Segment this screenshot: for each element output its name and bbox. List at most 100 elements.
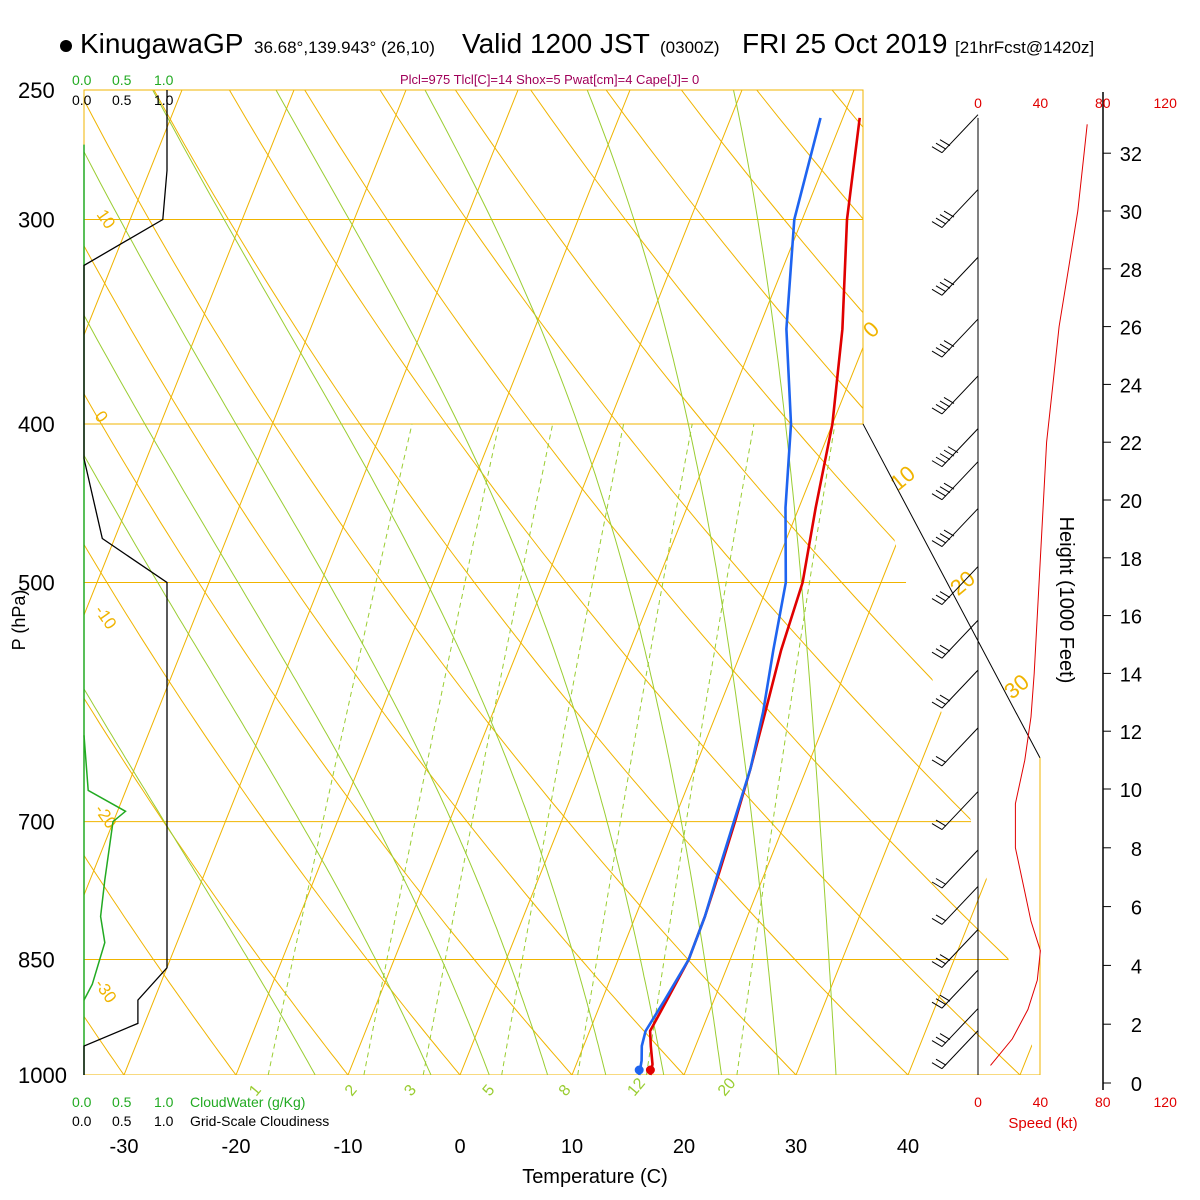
- moist-adiabat-line: [726, 90, 839, 1075]
- isotherm-line: [84, 90, 407, 1075]
- dry-adiabat-line: [84, 90, 490, 1075]
- mixing-ratio-label: 8: [556, 1082, 575, 1100]
- height-tick-label: 16: [1120, 607, 1142, 629]
- pressure-tick-label: 1000: [18, 1063, 67, 1088]
- dry-adiabat-line: [84, 90, 263, 1075]
- mixing-ratio-line: [267, 423, 413, 1075]
- isotherm-line: [1132, 90, 1200, 1075]
- moist-adiabat-line: [574, 90, 783, 1075]
- moist-adiabat-line: [136, 90, 615, 1075]
- speed-tick-top: 80: [1095, 95, 1111, 111]
- speed-tick-top: 40: [1033, 95, 1049, 111]
- wind-barb: [931, 1030, 979, 1070]
- moist-adiabat-line: [84, 90, 559, 1075]
- wind-barb: [931, 114, 979, 154]
- dry-adiabat-line: [1181, 61, 1200, 1110]
- height-tick-label: 20: [1120, 491, 1142, 513]
- cloud-water-label: CloudWater (g/Kg): [190, 1094, 305, 1110]
- moist-adiabat-label: 0: [858, 316, 884, 342]
- height-tick-label: 32: [1120, 144, 1142, 166]
- cloudiness-tick-bottom: 1.0: [154, 1113, 174, 1129]
- mixing-ratio-line: [422, 423, 554, 1075]
- moist-adiabat-label: 10: [885, 461, 920, 496]
- wind-barb: [931, 256, 979, 296]
- height-tick-label: 22: [1120, 433, 1142, 455]
- isotherm-line: [123, 90, 519, 1075]
- wind-barb: [931, 669, 979, 709]
- speed-tick-bottom: 80: [1095, 1094, 1111, 1110]
- pressure-tick-label: 700: [18, 810, 55, 835]
- cloudiness-tick-bottom: 0.5: [112, 1113, 132, 1129]
- wind-barb: [931, 929, 979, 968]
- y-axis-title: P (hPa): [9, 590, 29, 651]
- height-tick-label: 18: [1120, 549, 1142, 571]
- wind-barb: [931, 969, 979, 1009]
- height-tick-label: 4: [1131, 956, 1142, 978]
- wind-barb: [931, 791, 979, 831]
- temperature-tick-label: 10: [561, 1136, 583, 1158]
- cloud-water-tick-bottom: 0.0: [72, 1094, 92, 1110]
- pressure-tick-label: 400: [18, 412, 55, 437]
- station-coords: 36.68°,139.943° (26,10): [254, 38, 435, 57]
- dry-adiabat-line: [286, 90, 1040, 1075]
- wind-barb: [931, 886, 979, 925]
- moist-adiabat-label: 30: [999, 669, 1034, 704]
- dry-adiabat-line: [957, 90, 1040, 1075]
- speed-tick-top: 0: [974, 95, 982, 111]
- x-axis-title: Temperature (C): [522, 1166, 668, 1188]
- speed-tick-bottom: 0: [974, 1094, 982, 1110]
- moist-adiabat-line: [259, 90, 671, 1075]
- isotherm-line: [84, 90, 295, 1075]
- pressure-tick-label: 850: [18, 948, 55, 973]
- isotherm-line: [84, 90, 183, 1075]
- pressure-tick-label: 250: [18, 78, 55, 103]
- temperature-tick-label: -10: [334, 1136, 363, 1158]
- wind-barb: [931, 727, 979, 767]
- mixing-ratio-line: [363, 423, 500, 1075]
- height-tick-label: 28: [1120, 260, 1142, 282]
- barb-panel-edge: [862, 423, 1041, 759]
- dry-adiabat-line: [84, 90, 717, 1075]
- height-tick-label: 12: [1120, 722, 1142, 744]
- cloud-water-tick-top: 0.0: [72, 72, 92, 88]
- dry-adiabat-line: [361, 90, 1040, 1075]
- dry-adiabat-label: -30: [91, 976, 121, 1007]
- mixing-ratio-label: 3: [401, 1082, 420, 1100]
- dewpoint-trace: [637, 117, 822, 1076]
- moist-adiabat-line: [408, 90, 727, 1075]
- mixing-ratio-label: 5: [480, 1082, 499, 1100]
- height-tick-label: 8: [1131, 839, 1142, 861]
- dry-adiabat-label: -10: [91, 602, 121, 633]
- temperature-tick-label: 30: [785, 1136, 807, 1158]
- speed-axis-title: Speed (kt): [1008, 1115, 1077, 1132]
- dewpoint-surface-marker: [634, 1065, 644, 1075]
- mixing-ratio-label: 2: [342, 1082, 361, 1100]
- temperature-tick-label: 20: [673, 1136, 695, 1158]
- dry-adiabat-line: [882, 90, 1040, 1075]
- wind-barb: [931, 461, 979, 501]
- mixing-ratio-line: [645, 423, 755, 1075]
- height-tick-label: 14: [1120, 664, 1142, 686]
- cloudiness-tick-top: 0.5: [112, 92, 132, 108]
- forecast-info: [21hrFcst@1420z]: [955, 38, 1095, 57]
- height-tick-label: 6: [1131, 898, 1142, 920]
- dry-adiabat-line: [212, 90, 1040, 1075]
- wind-barb: [931, 189, 979, 228]
- mixing-ratio-line: [577, 423, 693, 1075]
- temperature-tick-label: -20: [222, 1136, 251, 1158]
- height-tick-label: 2: [1131, 1015, 1142, 1037]
- valid-date: FRI 25 Oct 2019: [742, 28, 948, 59]
- wind-barb: [931, 318, 979, 358]
- cloud-water-tick-bottom: 1.0: [154, 1094, 174, 1110]
- moist-adiabat-line: [84, 90, 447, 1075]
- dry-adiabat-line: [84, 90, 831, 1075]
- isotherm-line: [347, 90, 743, 1075]
- moist-adiabat-line: [84, 90, 335, 1075]
- moist-adiabat-line: [84, 90, 503, 1075]
- mixing-ratio-line: [501, 423, 625, 1075]
- isotherm-line: [907, 90, 1040, 1075]
- cloudiness-tick-top: 0.0: [72, 92, 92, 108]
- dry-adiabat-line: [510, 90, 1040, 1075]
